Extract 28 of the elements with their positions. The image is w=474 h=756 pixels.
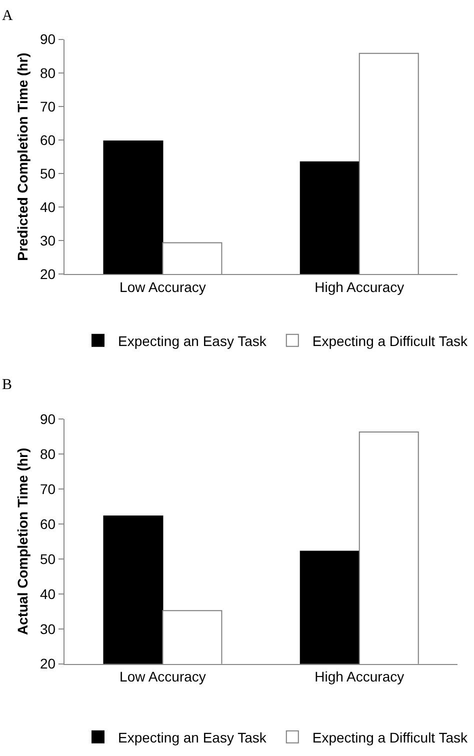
y-tick-label: 20 [40, 266, 56, 282]
y-tick-label: 20 [40, 656, 56, 672]
y-tick-label: 60 [40, 132, 56, 148]
legend-label: Expecting an Easy Task [118, 729, 268, 746]
y-tick-label: 80 [40, 446, 56, 462]
legend-label: Expecting a Difficult Task [312, 729, 468, 746]
y-tick-label: 80 [40, 64, 56, 81]
legend-label: Expecting a Difficult Task [312, 332, 468, 349]
y-tick-label: 70 [40, 480, 56, 497]
y-tick-label: 60 [40, 516, 56, 532]
y-tick-label: 40 [40, 199, 56, 216]
y-axis-title: Predicted Completion Time (hr) [14, 52, 31, 261]
y-tick-label: 50 [40, 550, 56, 567]
y-tick-label: 50 [40, 165, 56, 182]
legend-label: Expecting an Easy Task [118, 332, 268, 349]
x-tick-label: Low Accuracy [120, 668, 206, 685]
y-tick-label: 40 [40, 586, 56, 602]
y-tick-label: 30 [40, 232, 56, 249]
y-tick-label: 90 [40, 411, 56, 428]
y-axis-title: Actual Completion Time (hr) [14, 448, 31, 636]
x-tick-label: High Accuracy [314, 668, 404, 685]
chart-title: B [2, 377, 12, 393]
y-tick-label: 90 [40, 31, 56, 48]
y-tick-label: 70 [40, 98, 56, 114]
chart-title: A [2, 8, 13, 24]
x-tick-label: Low Accuracy [120, 279, 206, 296]
y-tick-label: 30 [40, 620, 56, 637]
x-tick-label: High Accuracy [314, 279, 404, 296]
